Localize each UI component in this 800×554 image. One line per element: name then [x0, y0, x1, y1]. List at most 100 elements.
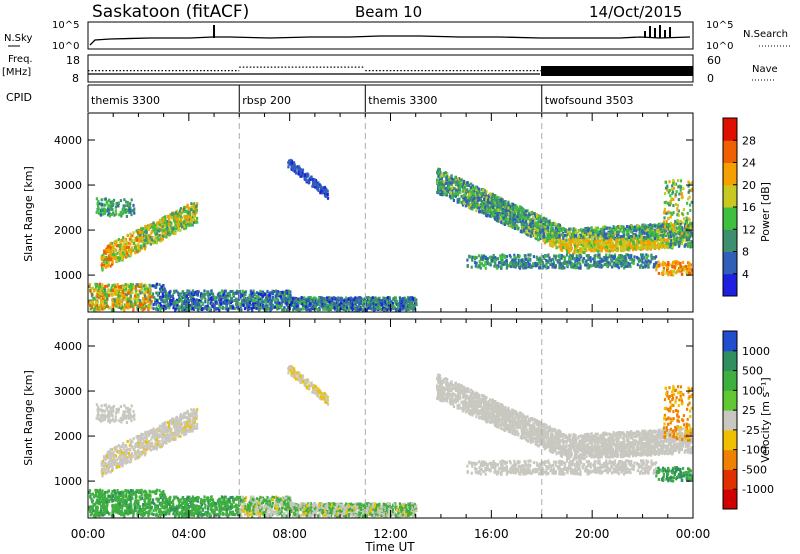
scatter-cell: [309, 302, 312, 306]
scatter-cell: [376, 304, 379, 308]
freq-tick-bottom: 8: [72, 72, 79, 85]
scatter-cell: [564, 247, 567, 250]
scatter-cell: [148, 306, 151, 310]
scatter-cell: [524, 211, 527, 215]
scatter-cell: [97, 307, 100, 311]
scatter-cell: [677, 236, 680, 240]
scatter-cell: [156, 291, 159, 295]
scatter-cell: [141, 290, 144, 294]
scatter-cell: [103, 255, 106, 259]
scatter-cell: [410, 300, 413, 304]
scatter-cell: [113, 240, 116, 244]
scatter-cell: [633, 234, 636, 238]
scatter-cell: [155, 307, 158, 311]
scatter-cell: [384, 304, 387, 308]
scatter-cell: [402, 298, 405, 302]
scatter-cell: [163, 234, 166, 238]
scatter-cell: [317, 308, 320, 312]
scatter-cell: [146, 241, 150, 244]
scatter-cell: [397, 307, 400, 311]
scatter-cell: [133, 211, 136, 215]
scatter-cell: [133, 294, 137, 298]
scatter-cell: [125, 303, 128, 307]
scatter-cell: [597, 240, 600, 243]
scatter-cell: [195, 204, 198, 208]
scatter-cell: [135, 229, 138, 233]
scatter-cell: [143, 244, 146, 248]
scatter-cell: [158, 229, 161, 233]
scatter-cell: [346, 303, 349, 307]
scatter-cell: [575, 246, 578, 250]
scatter-cell: [127, 283, 130, 287]
scatter-cell: [183, 225, 186, 228]
scatter-cell: [209, 296, 213, 300]
scatter-cell: [381, 298, 384, 302]
scatter-cell: [297, 172, 300, 176]
scatter-cell: [371, 307, 374, 311]
scatter-cell: [206, 290, 209, 294]
scatter-cell: [367, 300, 370, 304]
scatter-cell: [112, 198, 116, 202]
scatter-cell: [315, 302, 318, 306]
scatter-cell: [129, 232, 132, 236]
scatter-cell: [142, 242, 145, 246]
scatter-cell: [269, 296, 272, 300]
scatter-cell: [628, 248, 631, 252]
scatter-cell: [262, 305, 265, 309]
scatter-cell: [101, 299, 104, 303]
scatter-cell: [178, 297, 181, 301]
scatter-cell: [157, 223, 160, 227]
scatter-cell: [291, 300, 294, 304]
scatter-cell: [516, 215, 519, 219]
scatter-cell: [321, 189, 325, 193]
scatter-cell: [565, 246, 568, 250]
scatter-cell: [117, 288, 120, 292]
freq-panel: Freq. [MHz] 18 8 60 0 Nave: [2, 54, 778, 85]
scatter-cell: [655, 239, 658, 243]
scatter-cell: [99, 213, 103, 217]
scatter-cell: [362, 308, 365, 312]
scatter-cell: [105, 200, 108, 203]
scatter-cell: [292, 166, 295, 170]
scatter-cell: [173, 216, 176, 220]
scatter-cell: [455, 182, 458, 186]
scatter-cell: [186, 216, 189, 220]
scatter-cell: [167, 227, 170, 231]
scatter-cell: [590, 247, 593, 251]
scatter-cell: [269, 307, 272, 311]
scatter-cell: [177, 223, 180, 226]
scatter-cell: [389, 300, 392, 304]
scatter-cell: [477, 189, 480, 193]
scatter-cell: [525, 228, 529, 232]
scatter-cell: [185, 205, 188, 209]
scatter-cell: [476, 193, 479, 197]
scatter-cell: [103, 297, 106, 301]
scatter-cell: [620, 244, 623, 248]
scatter-cell: [290, 165, 293, 169]
scatter-cell: [309, 296, 312, 300]
scatter-cell: [150, 306, 153, 310]
scatter-cell: [103, 262, 106, 266]
scatter-cell: [452, 178, 455, 182]
scatter-cell: [190, 202, 193, 206]
scatter-cell: [118, 303, 121, 307]
scatter-cell: [106, 304, 109, 308]
scatter-cell: [176, 214, 179, 218]
scatter-cell: [414, 300, 417, 303]
scatter-cell: [124, 287, 127, 291]
scatter-cell: [305, 308, 308, 312]
scatter-cell: [104, 210, 107, 214]
scatter-cell: [106, 209, 109, 213]
scatter-cell: [380, 303, 383, 307]
scatter-cell: [122, 249, 125, 253]
scatter-cell: [171, 212, 174, 216]
scatter-cell: [292, 168, 295, 172]
scatter-cell: [165, 304, 168, 307]
scatter-cell: [621, 230, 624, 234]
scatter-cell: [289, 298, 293, 301]
scatter-cell: [127, 306, 130, 310]
scatter-cell: [673, 242, 676, 246]
scatter-cell: [137, 239, 140, 242]
nsky-label: N.Sky: [4, 33, 32, 44]
scatter-cell: [220, 298, 223, 302]
